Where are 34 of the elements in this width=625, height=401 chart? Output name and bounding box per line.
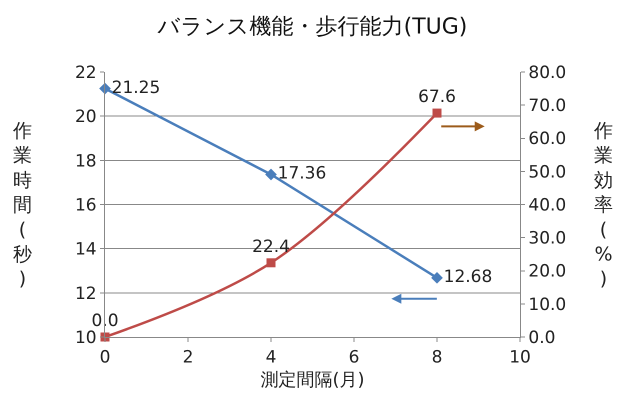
y2-axis-title: 作業効率(%) bbox=[593, 120, 613, 290]
y-tick-label: 22 bbox=[74, 62, 97, 83]
data-label: 17.36 bbox=[278, 164, 326, 184]
y2-tick-label: 0.0 bbox=[528, 328, 556, 348]
x-axis-title: 測定間隔(月) bbox=[260, 370, 365, 390]
x-tick-label: 6 bbox=[348, 347, 360, 368]
data-label: 22.4 bbox=[252, 236, 290, 257]
x-tick-label: 8 bbox=[432, 347, 442, 368]
data-label: 67.6 bbox=[418, 87, 456, 108]
y-axis-title: 作業時間(秒) bbox=[12, 120, 32, 290]
y2-tick-label: 70.0 bbox=[528, 96, 566, 116]
y2-tick-label: 40.0 bbox=[528, 195, 566, 216]
y-tick-label: 14 bbox=[74, 240, 97, 260]
x-tick-label: 4 bbox=[266, 347, 276, 368]
y-tick-label: 16 bbox=[74, 195, 97, 216]
x-tick-label: 0 bbox=[100, 347, 110, 368]
y2-tick-label: 50.0 bbox=[528, 162, 566, 182]
x-tick-label: 2 bbox=[182, 347, 194, 368]
data-label: 12.68 bbox=[444, 267, 492, 288]
y-tick-label: 12 bbox=[74, 284, 97, 304]
y2-tick-label: 30.0 bbox=[528, 228, 566, 249]
y2-tick-label: 20.0 bbox=[528, 262, 566, 282]
point bbox=[266, 258, 276, 268]
y-tick-label: 20 bbox=[74, 107, 97, 128]
y-tick-label: 18 bbox=[74, 151, 97, 172]
point bbox=[432, 108, 442, 118]
x-tick-label: 10 bbox=[509, 347, 531, 368]
y2-tick-label: 80.0 bbox=[528, 62, 566, 83]
y2-tick-label: 10.0 bbox=[528, 294, 566, 315]
chart-title: バランス機能・歩行能力(TUG) bbox=[156, 14, 468, 40]
data-label: 21.25 bbox=[112, 78, 160, 98]
point bbox=[265, 168, 277, 180]
point bbox=[431, 272, 443, 284]
y2-tick-label: 60.0 bbox=[528, 129, 566, 150]
